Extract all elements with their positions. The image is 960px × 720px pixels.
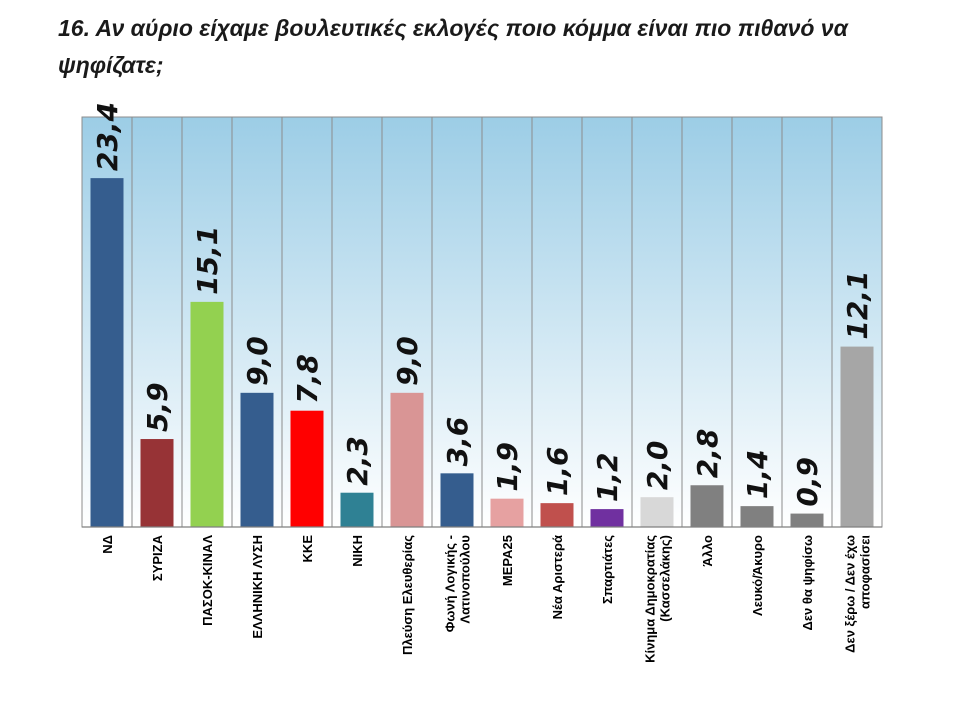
- category-tick-label: Σπαρτιάτες: [600, 535, 615, 604]
- bar: [790, 513, 824, 527]
- category-tick-label: Λατινοπούλου: [458, 535, 473, 624]
- bar: [740, 506, 774, 527]
- category-tick-label: ΚΚΕ: [300, 535, 315, 563]
- data-label: 2,3: [341, 436, 374, 486]
- bar: [690, 485, 724, 527]
- bar: [290, 410, 324, 527]
- bar: [640, 497, 674, 527]
- category-tick-label: Δεν θα ψηφίσω: [800, 535, 815, 631]
- bar: [90, 178, 124, 528]
- data-label: 3,6: [441, 417, 474, 467]
- bar: [340, 492, 374, 527]
- value-labels: 23,4 5,9 15,1 9,0 7,8 2,3 9,0 3,6 1,9 1,6 1,2 2,0 2,…: [91, 102, 874, 507]
- category-tick-label: ΣΥΡΙΖΑ: [150, 534, 165, 581]
- category-tick-label: ΕΛΛΗΝΙΚΗ ΛΥΣΗ: [250, 535, 265, 639]
- data-label: 1,6: [541, 447, 574, 497]
- category-tick-label: Νέα Αριστερά: [550, 535, 565, 619]
- data-label: 9,0: [391, 336, 424, 386]
- bar: [440, 473, 474, 527]
- category-tick-label: Πλεύση Ελευθερίας: [400, 535, 415, 655]
- data-label: 15,1: [191, 226, 224, 295]
- data-label: 1,2: [591, 452, 624, 502]
- bar: [490, 498, 524, 527]
- bar: [240, 392, 274, 527]
- data-label: 1,4: [741, 450, 774, 500]
- bar: [140, 439, 174, 527]
- category-tick-label: Κίνημα Δημοκρατίας: [643, 535, 658, 663]
- data-label: 12,1: [841, 271, 874, 340]
- bar: [190, 301, 224, 527]
- data-label: 9,0: [241, 336, 274, 386]
- category-labels: ΝΔ ΣΥΡΙΖΑ ΠΑΣΟΚ-ΚΙΝΑΛ ΕΛΛΗΝΙΚΗ ΛΥΣΗ ΚΚΕ ΝΙΚΗ Π…: [100, 534, 873, 662]
- column-separators: [131, 117, 833, 527]
- bar: [840, 346, 874, 527]
- category-tick-label: αποφασίσει: [858, 535, 873, 609]
- category-tick-label: Φωνή Λογικής -: [443, 535, 458, 632]
- data-label: 7,8: [291, 354, 324, 404]
- data-label: 5,9: [141, 382, 174, 432]
- data-label: 2,0: [641, 441, 674, 491]
- bars: [90, 178, 874, 528]
- data-label: 0,9: [791, 457, 824, 507]
- data-label: 1,9: [491, 442, 524, 492]
- category-tick-label: ΠΑΣΟΚ-ΚΙΝΑΛ: [200, 535, 215, 626]
- category-tick-label: Άλλο: [700, 535, 715, 567]
- category-tick-label: ΝΙΚΗ: [350, 535, 365, 567]
- chart-title: 16. Αν αύριο είχαμε βουλευτικές εκλογές …: [58, 15, 848, 78]
- data-label: 2,8: [691, 429, 724, 479]
- category-tick-label: ΝΔ: [100, 535, 115, 554]
- bar: [540, 503, 574, 527]
- category-tick-label: (Κασσελάκης): [658, 535, 673, 622]
- bar: [390, 392, 424, 527]
- data-label: 23,4: [91, 102, 124, 171]
- bar: [590, 509, 624, 527]
- category-tick-label: Λευκό/Άκυρο: [750, 535, 765, 616]
- category-tick-label: Δεν ξέρω / Δεν έχω: [843, 535, 858, 653]
- category-tick-label: ΜΕΡΑ25: [500, 535, 515, 586]
